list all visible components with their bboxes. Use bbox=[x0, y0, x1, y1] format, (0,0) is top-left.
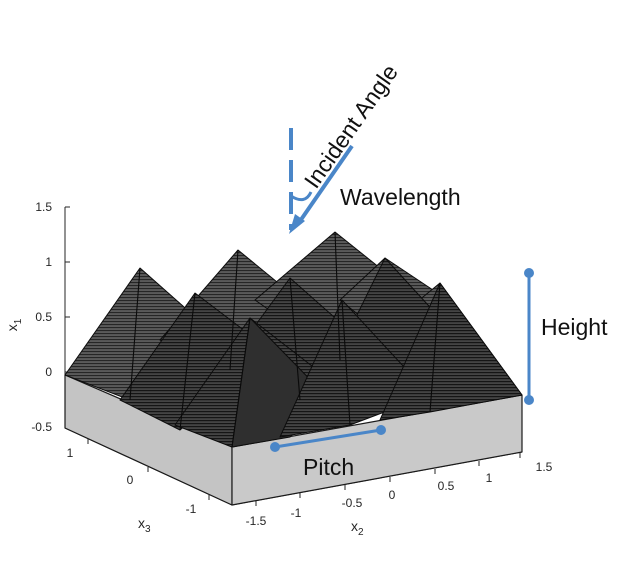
x2-tick-neg1: -1 bbox=[291, 506, 302, 520]
x3-tick-0: 0 bbox=[127, 473, 134, 487]
x2-tick-1.5: 1.5 bbox=[536, 460, 553, 474]
x3-tick-neg1: -1 bbox=[186, 502, 197, 516]
x1-tick-0.5: 0.5 bbox=[35, 310, 52, 324]
x2-tick-neg1.5: -1.5 bbox=[246, 514, 267, 528]
x2-axis-label: x2 bbox=[351, 518, 364, 538]
x3-tick-1: 1 bbox=[67, 446, 74, 460]
incident-ray bbox=[296, 144, 354, 226]
x2-tick-0.5: 0.5 bbox=[438, 479, 455, 493]
height-marker-bottom-dot bbox=[524, 395, 534, 405]
pyramid-array bbox=[64, 231, 523, 448]
x3-axis-label: x3 bbox=[138, 515, 151, 535]
x1-axis-label: x1 bbox=[4, 318, 24, 331]
x1-tick-1.5: 1.5 bbox=[35, 200, 52, 214]
x2-ticks bbox=[255, 453, 521, 506]
x2-tick-1: 1 bbox=[486, 471, 493, 485]
pitch-marker-left-dot bbox=[270, 442, 280, 452]
pitch-label: Pitch bbox=[303, 454, 354, 480]
wavelength-label: Wavelength bbox=[340, 184, 461, 210]
incident-angle-label: Incident Angle bbox=[299, 60, 403, 193]
incident-beam-annotation bbox=[289, 128, 354, 234]
x2-tick-neg0.5: -0.5 bbox=[342, 496, 363, 510]
incident-ray-arrowhead bbox=[289, 214, 305, 234]
height-marker bbox=[524, 268, 534, 405]
pitch-marker-right-dot bbox=[376, 425, 386, 435]
pyramid-ridges bbox=[129, 231, 441, 448]
x1-tick-neg0.5: -0.5 bbox=[31, 420, 52, 434]
x1-tick-1: 1 bbox=[45, 255, 52, 269]
x3-ticks bbox=[87, 439, 210, 500]
pyramid-front-4 bbox=[379, 282, 523, 421]
pitch-marker bbox=[270, 425, 386, 452]
height-marker-top-dot bbox=[524, 268, 534, 278]
x2-tick-0: 0 bbox=[389, 488, 396, 502]
height-label: Height bbox=[541, 314, 608, 340]
incident-angle-arc bbox=[290, 191, 313, 202]
x1-tick-0: 0 bbox=[45, 365, 52, 379]
